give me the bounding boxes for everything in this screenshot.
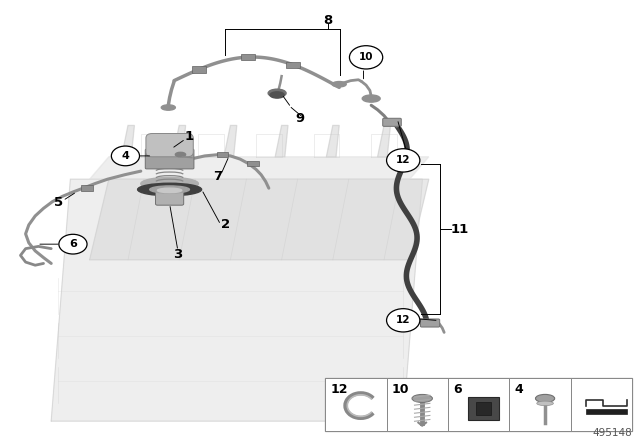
- Ellipse shape: [138, 183, 202, 196]
- Text: 6: 6: [69, 239, 77, 249]
- Ellipse shape: [412, 394, 433, 402]
- FancyBboxPatch shape: [476, 402, 492, 414]
- Circle shape: [387, 309, 420, 332]
- Ellipse shape: [141, 177, 198, 190]
- Ellipse shape: [536, 394, 555, 402]
- Text: 12: 12: [396, 155, 410, 165]
- Ellipse shape: [270, 92, 284, 98]
- Polygon shape: [173, 125, 186, 157]
- Ellipse shape: [537, 401, 554, 405]
- Polygon shape: [122, 125, 134, 157]
- Polygon shape: [326, 125, 339, 157]
- Ellipse shape: [150, 186, 189, 193]
- Text: 12: 12: [396, 315, 410, 325]
- FancyBboxPatch shape: [509, 378, 571, 431]
- FancyBboxPatch shape: [383, 118, 401, 126]
- Ellipse shape: [175, 152, 186, 157]
- Circle shape: [387, 149, 420, 172]
- Text: 2: 2: [221, 218, 230, 232]
- FancyBboxPatch shape: [145, 149, 194, 169]
- FancyBboxPatch shape: [571, 378, 632, 431]
- FancyBboxPatch shape: [217, 152, 228, 157]
- FancyBboxPatch shape: [146, 134, 193, 157]
- Text: 10: 10: [359, 52, 373, 62]
- FancyBboxPatch shape: [247, 161, 259, 166]
- Ellipse shape: [268, 89, 286, 97]
- Polygon shape: [224, 125, 237, 157]
- Polygon shape: [275, 125, 288, 157]
- Circle shape: [59, 234, 87, 254]
- Ellipse shape: [147, 146, 193, 154]
- FancyBboxPatch shape: [325, 378, 387, 431]
- Text: 4: 4: [515, 383, 524, 396]
- FancyBboxPatch shape: [286, 62, 300, 68]
- Text: 7: 7: [213, 170, 222, 184]
- Text: 11: 11: [451, 223, 468, 236]
- Polygon shape: [90, 179, 429, 260]
- Text: 3: 3: [173, 248, 182, 261]
- Polygon shape: [378, 125, 390, 157]
- FancyBboxPatch shape: [448, 378, 509, 431]
- Polygon shape: [90, 157, 429, 179]
- FancyBboxPatch shape: [468, 396, 499, 420]
- Text: 10: 10: [392, 383, 409, 396]
- Circle shape: [111, 146, 140, 166]
- Text: 1: 1: [184, 130, 193, 143]
- Text: 5: 5: [54, 196, 63, 209]
- FancyBboxPatch shape: [156, 189, 184, 205]
- Ellipse shape: [161, 105, 175, 110]
- Ellipse shape: [147, 159, 193, 168]
- Circle shape: [349, 46, 383, 69]
- FancyBboxPatch shape: [81, 185, 93, 191]
- Polygon shape: [51, 179, 422, 421]
- FancyBboxPatch shape: [586, 409, 627, 414]
- FancyBboxPatch shape: [325, 378, 632, 431]
- FancyBboxPatch shape: [241, 54, 255, 60]
- FancyBboxPatch shape: [420, 319, 440, 327]
- Ellipse shape: [157, 188, 182, 193]
- Ellipse shape: [362, 95, 380, 102]
- Text: 9: 9: [295, 112, 304, 125]
- FancyBboxPatch shape: [192, 66, 206, 73]
- Text: 8: 8: [323, 13, 332, 27]
- Text: 495148: 495148: [593, 428, 632, 438]
- Ellipse shape: [332, 82, 346, 87]
- Text: 6: 6: [453, 383, 461, 396]
- Text: 4: 4: [122, 151, 129, 161]
- Text: 12: 12: [330, 383, 348, 396]
- FancyBboxPatch shape: [387, 378, 448, 431]
